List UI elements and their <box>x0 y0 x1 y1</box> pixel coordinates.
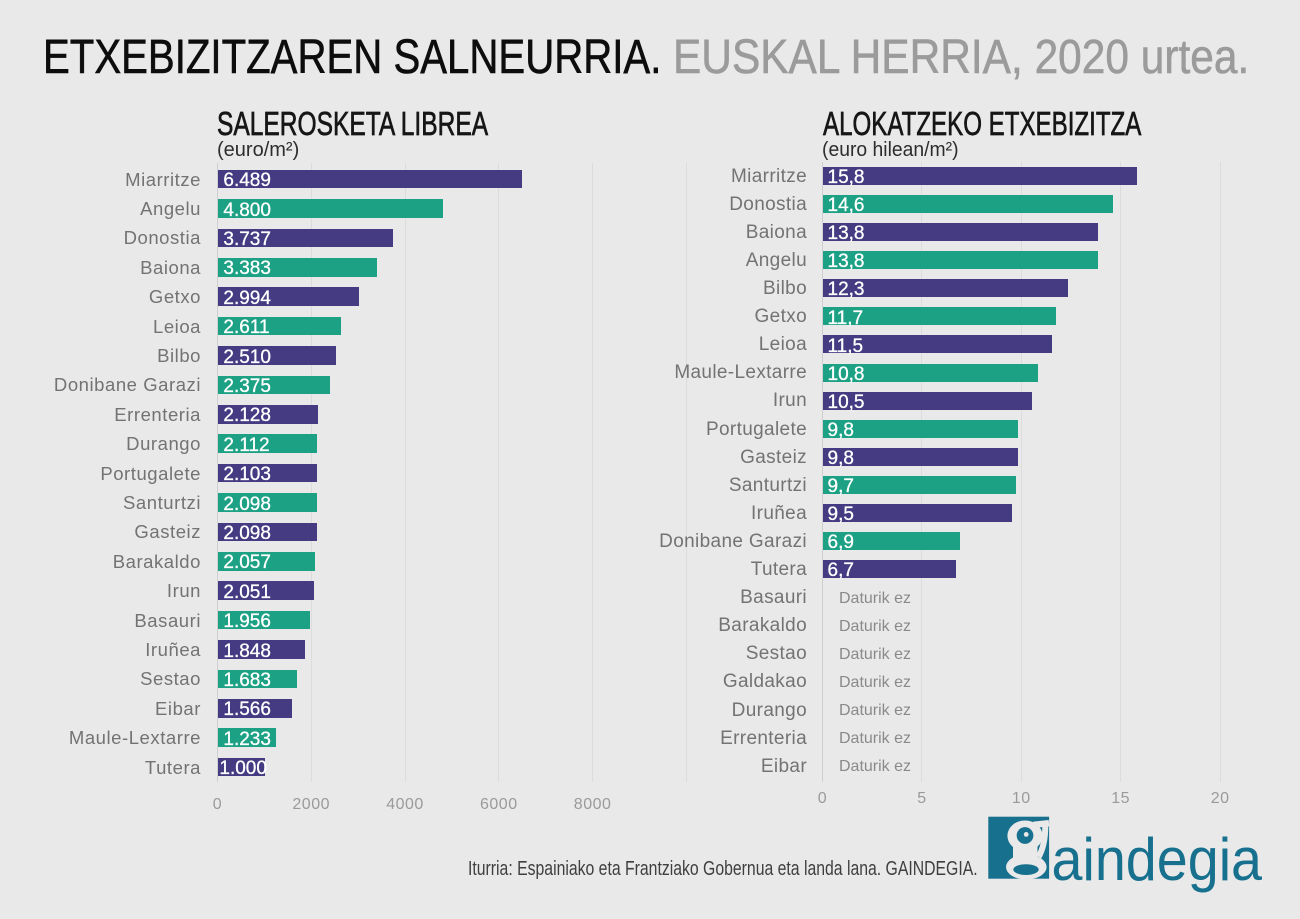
svg-text:aindegia: aindegia <box>1052 827 1263 893</box>
